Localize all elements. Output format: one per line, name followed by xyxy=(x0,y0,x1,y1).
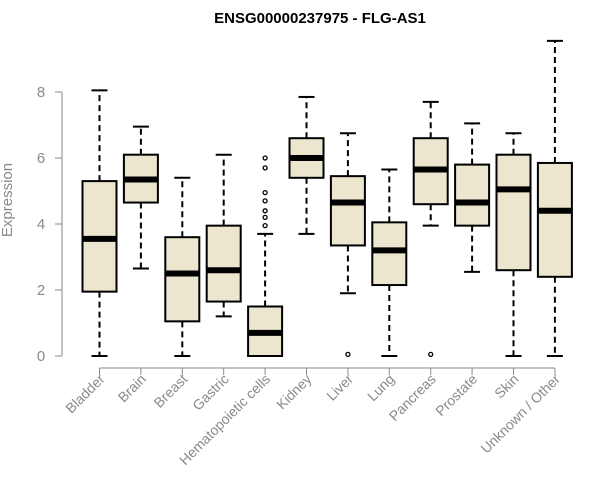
outlier-point xyxy=(262,198,268,204)
x-tick-label: Lung xyxy=(364,371,397,404)
box-pancreas xyxy=(412,100,449,358)
y-tick-label: 8 xyxy=(37,84,45,101)
outlier-point xyxy=(262,189,268,196)
box-kidney xyxy=(288,95,325,235)
outlier-point xyxy=(262,165,268,171)
outlier-point xyxy=(262,222,268,229)
x-tick-label: Kidney xyxy=(273,371,315,413)
x-tick-label: Bladder xyxy=(62,371,108,417)
iqr-box xyxy=(164,236,201,323)
box-gastric xyxy=(205,153,242,318)
x-tick-label: Unknown / Other xyxy=(477,371,563,457)
box-brain xyxy=(122,125,159,270)
outlier-point xyxy=(262,208,268,214)
y-tick-label: 0 xyxy=(37,348,45,365)
box-bladder xyxy=(81,89,118,357)
chart-title: ENSG00000237975 - FLG-AS1 xyxy=(214,10,426,27)
box-unknown-other xyxy=(536,39,573,357)
box-breast xyxy=(164,176,201,357)
x-tick-label: Liver xyxy=(323,371,356,404)
outlier-point xyxy=(428,351,434,358)
x-tick-label: Breast xyxy=(150,371,190,411)
outlier-point xyxy=(262,214,268,221)
y-tick-label: 2 xyxy=(37,282,45,299)
box-prostate xyxy=(454,122,491,273)
x-tick-label: Brain xyxy=(115,371,149,405)
box-liver xyxy=(329,132,366,358)
y-tick-label: 6 xyxy=(37,150,45,167)
iqr-box xyxy=(371,221,408,287)
iqr-box xyxy=(536,161,573,278)
iqr-box xyxy=(495,153,532,272)
box-skin xyxy=(495,132,532,357)
y-axis-label: Expression xyxy=(0,163,16,237)
outlier-point xyxy=(262,155,268,161)
x-tick-label: Skin xyxy=(491,371,522,402)
plot-area xyxy=(81,39,573,358)
y-tick-label: 4 xyxy=(37,216,45,233)
box-hematopoietic-cells xyxy=(247,155,284,357)
outlier-point xyxy=(345,351,351,358)
iqr-box xyxy=(454,163,491,227)
box-lung xyxy=(371,168,408,357)
iqr-box xyxy=(329,175,366,247)
x-tick-label: Prostate xyxy=(432,371,480,419)
iqr-box xyxy=(205,224,242,303)
